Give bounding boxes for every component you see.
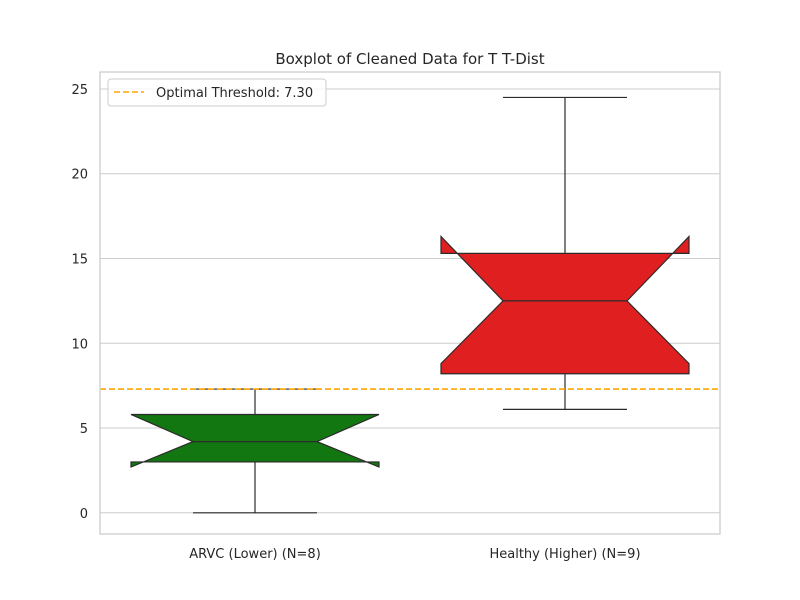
y-tick-label: 5 [80, 422, 88, 437]
y-tick-label: 25 [71, 83, 88, 98]
y-tick-label: 0 [80, 507, 88, 522]
legend-label: Optimal Threshold: 7.30 [156, 86, 313, 101]
boxes [130, 96, 690, 514]
x-tick-label: Healthy (Higher) (N=9) [489, 547, 640, 562]
y-tick-label: 10 [71, 337, 88, 352]
y-tick-label: 20 [71, 168, 88, 183]
legend: Optimal Threshold: 7.30 [107, 78, 327, 107]
plot-frame [99, 71, 721, 535]
axes: 0 5 10 15 20 25 ARVC (Lower) (N=8) Healthy (Hig… [71, 71, 721, 562]
y-tick-label: 15 [71, 252, 88, 267]
x-tick-label: ARVC (Lower) (N=8) [189, 547, 321, 562]
legend-box [107, 78, 327, 107]
chart-title: Boxplot of Cleaned Data for T T-Dist [275, 50, 544, 68]
notched-box [440, 234, 690, 375]
notched-box [130, 413, 380, 468]
